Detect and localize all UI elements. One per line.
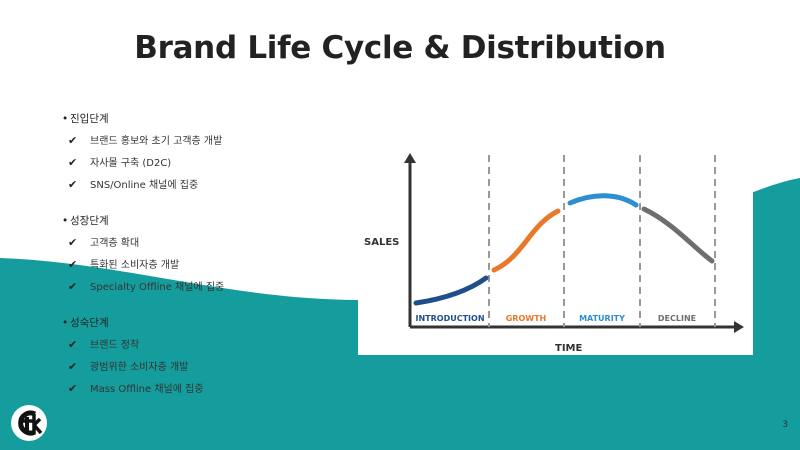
- brand-logo-icon: [11, 405, 47, 441]
- list-item: ✔ 자사몰 구축 (D2C): [62, 152, 362, 174]
- list-item: ✔ 브랜드 정착: [62, 334, 362, 356]
- checkmark-icon: ✔: [68, 382, 78, 395]
- list-item: ✔ 광범위한 소비자층 개발: [62, 356, 362, 378]
- checkmark-icon: ✔: [68, 258, 78, 271]
- maturity-curve: [567, 193, 639, 208]
- checkmark-icon: ✔: [68, 280, 78, 293]
- y-axis-label: SALES: [364, 237, 399, 248]
- stage-label-growth: GROWTH: [506, 314, 547, 323]
- page-number: 3: [782, 420, 788, 430]
- stage-label-introduction: INTRODUCTION: [415, 314, 484, 323]
- list-item: ✔ Mass Offline 채널에 집중: [62, 378, 362, 400]
- slide-title: Brand Life Cycle & Distribution: [134, 30, 666, 66]
- decline-curve: [641, 206, 715, 264]
- x-axis-arrow: [734, 321, 744, 333]
- checkmark-icon: ✔: [68, 338, 78, 351]
- lifecycle-chart: SALES TIME INTRODUCTION GROWTH MATURITY …: [358, 147, 753, 355]
- list-item: ✔ Specialty Offline 채널에 집중: [62, 276, 362, 298]
- checkmark-icon: ✔: [68, 178, 78, 191]
- y-axis-arrow: [404, 153, 416, 163]
- checkmark-icon: ✔: [68, 156, 78, 169]
- section-heading: • 진입단계: [62, 113, 109, 125]
- list-item: ✔ 브랜드 홍보와 초기 고객층 개발: [62, 130, 362, 152]
- checkmark-icon: ✔: [68, 236, 78, 249]
- x-axis-label: TIME: [555, 343, 582, 354]
- lifecycle-chart-svg: SALES TIME INTRODUCTION GROWTH MATURITY …: [364, 153, 744, 354]
- stage-label-maturity: MATURITY: [579, 314, 625, 323]
- section-maturity: • 성숙단계 ✔ 브랜드 정착 ✔ 광범위한 소비자층 개발 ✔ Mass Offlin…: [62, 312, 362, 400]
- list-item: ✔ 특화된 소비자층 개발: [62, 254, 362, 276]
- checkmark-icon: ✔: [68, 134, 78, 147]
- list-item: ✔ 고객층 확대: [62, 232, 362, 254]
- section-entry: • 진입단계 ✔ 브랜드 홍보와 초기 고객층 개발 ✔ 자사몰 구축 (D2C) ✔…: [62, 108, 362, 196]
- section-heading: • 성숙단계: [62, 317, 109, 329]
- bullet-list: • 진입단계 ✔ 브랜드 홍보와 초기 고객층 개발 ✔ 자사몰 구축 (D2C) ✔…: [62, 108, 362, 414]
- section-growth: • 성장단계 ✔ 고객층 확대 ✔ 특화된 소비자층 개발 ✔ Specialty Of…: [62, 210, 362, 298]
- introduction-curve: [413, 275, 489, 306]
- stage-label-decline: DECLINE: [658, 314, 696, 323]
- list-item: ✔ SNS/Online 채널에 집중: [62, 174, 362, 196]
- growth-curve: [491, 208, 561, 273]
- section-heading: • 성장단계: [62, 215, 109, 227]
- checkmark-icon: ✔: [68, 360, 78, 373]
